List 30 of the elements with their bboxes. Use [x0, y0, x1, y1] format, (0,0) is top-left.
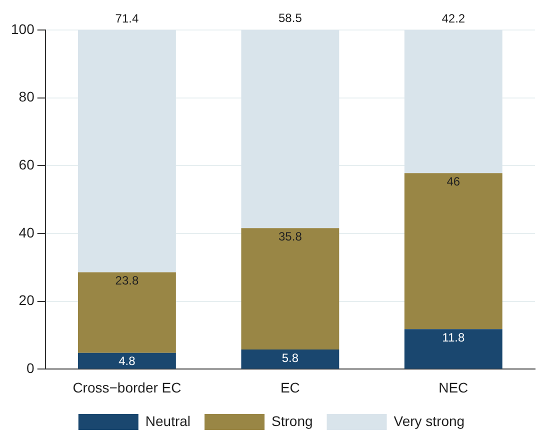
- bar: [78, 352, 176, 369]
- bar: [241, 228, 340, 350]
- x-tick-label: EC: [280, 379, 300, 396]
- y-tick-label: 60: [18, 156, 35, 173]
- data-label: 42.2: [442, 11, 466, 26]
- bar: [78, 272, 176, 353]
- data-label: 46: [446, 174, 460, 188]
- bar: [241, 350, 340, 369]
- y-tick-label: 100: [11, 20, 35, 37]
- data-label: 4.8: [118, 354, 136, 368]
- data-label: 71.4: [115, 11, 139, 26]
- legend-label: Very strong: [394, 412, 465, 429]
- data-label: 23.8: [115, 274, 139, 288]
- y-tick-label: 40: [18, 224, 35, 240]
- y-tick-label: 0: [26, 360, 35, 376]
- data-label: 11.8: [442, 330, 465, 344]
- data-label: 35.8: [278, 229, 302, 244]
- data-label: 5.8: [282, 350, 299, 365]
- bar: [241, 30, 340, 228]
- y-tick-label: 20: [18, 292, 35, 308]
- bar: [404, 329, 502, 369]
- legend-label: Strong: [272, 412, 313, 429]
- bar: [404, 30, 502, 174]
- y-tick-label: 80: [18, 88, 35, 105]
- x-tick-label: Cross−border EC: [72, 379, 182, 396]
- bar: [78, 30, 176, 272]
- legend-label: Neutral: [145, 412, 191, 429]
- data-label: 58.5: [278, 10, 302, 25]
- bar: [404, 173, 502, 330]
- x-tick-label: NEC: [438, 379, 468, 396]
